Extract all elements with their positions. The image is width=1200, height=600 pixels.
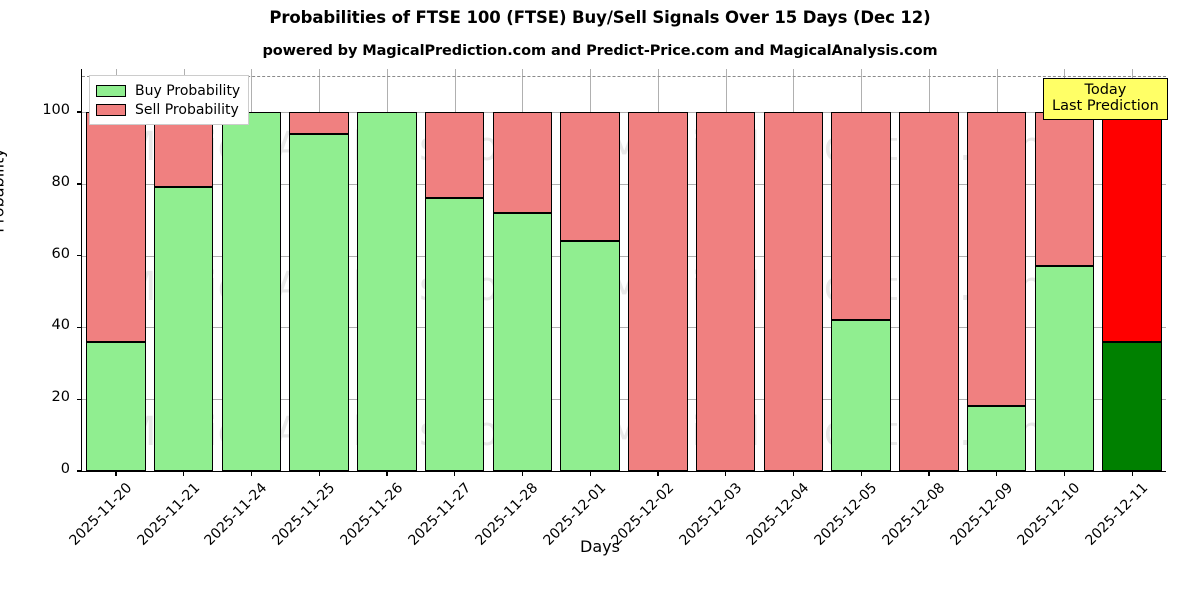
today-annotation-line2: Last Prediction — [1052, 98, 1159, 115]
bar-group[interactable] — [424, 69, 485, 471]
y-tick-label: 60 — [51, 245, 70, 262]
bar-segment-buy[interactable] — [289, 133, 349, 471]
plot-inner: MagicalAnalysis.comMagicalPrediction.com… — [82, 69, 1166, 471]
x-tick-mark — [454, 471, 456, 476]
bar-segment-sell[interactable] — [763, 112, 824, 471]
bar-segment-buy[interactable] — [1102, 341, 1162, 471]
legend-label-buy: Buy Probability — [135, 82, 241, 99]
y-tick-mark — [77, 398, 82, 400]
x-tick-mark — [792, 471, 795, 476]
chart-title: Probabilities of FTSE 100 (FTSE) Buy/Sel… — [269, 8, 931, 27]
bar-segment-sell[interactable] — [289, 112, 349, 134]
y-tick-mark — [77, 111, 82, 113]
bar-segment-sell[interactable] — [1034, 112, 1095, 267]
x-tick-mark — [1063, 471, 1066, 476]
bar-group[interactable] — [86, 69, 146, 471]
bar-segment-buy[interactable] — [221, 112, 282, 471]
bar-group[interactable] — [492, 69, 553, 471]
y-gridline — [82, 183, 1166, 185]
bar-segment-sell[interactable] — [695, 112, 756, 471]
x-tick-mark — [860, 471, 862, 476]
bar-segment-sell[interactable] — [966, 112, 1027, 407]
bar-group[interactable] — [357, 69, 417, 471]
today-annotation-line1: Today — [1084, 82, 1127, 98]
y-tick-mark — [77, 183, 82, 185]
bar-segment-buy[interactable] — [966, 406, 1027, 471]
bar-segment-buy[interactable] — [831, 320, 891, 471]
y-axis-title: Probability — [0, 148, 8, 233]
x-tick-mark — [928, 471, 930, 476]
y-gridline — [82, 112, 1166, 114]
legend-swatch-buy — [96, 84, 126, 97]
x-tick-mark — [657, 471, 659, 476]
legend-swatch-sell — [96, 103, 126, 116]
bar-segment-buy[interactable] — [560, 241, 620, 471]
bar-segment-buy[interactable] — [492, 212, 553, 471]
bar-segment-sell[interactable] — [86, 112, 146, 342]
plot-area: MagicalAnalysis.comMagicalPrediction.com… — [42, 69, 1166, 549]
legend-label-sell: Sell Probability — [135, 101, 239, 118]
bar-group[interactable] — [289, 69, 349, 471]
bar-segment-sell[interactable] — [1102, 112, 1162, 342]
x-tick-mark — [318, 471, 320, 476]
legend-item-buy: Buy Probability — [96, 81, 240, 100]
bar-group[interactable] — [628, 69, 688, 471]
bar-group[interactable] — [763, 69, 824, 471]
x-tick-mark — [386, 471, 388, 476]
x-tick-mark — [1131, 471, 1133, 476]
bar-segment-sell[interactable] — [899, 112, 959, 471]
x-tick-mark — [589, 471, 591, 476]
y-gridline — [82, 327, 1166, 329]
bar-segment-buy[interactable] — [424, 198, 485, 471]
x-tick-mark — [115, 471, 117, 476]
x-tick-mark — [521, 471, 524, 476]
y-tick-label: 100 — [42, 102, 70, 119]
x-tick-mark — [250, 471, 253, 476]
bar-group[interactable] — [1102, 69, 1162, 471]
y-tick-label: 20 — [51, 389, 70, 406]
x-axis-title: Days — [580, 537, 620, 556]
bar-group[interactable] — [221, 69, 282, 471]
today-annotation: Today Last Prediction — [1043, 78, 1168, 120]
bar-segment-buy[interactable] — [153, 187, 214, 471]
chart-legend: Buy Probability Sell Probability — [89, 75, 250, 125]
y-tick-label: 40 — [51, 317, 70, 334]
bar-segment-buy[interactable] — [1034, 266, 1095, 471]
x-tick-mark — [725, 471, 727, 476]
bar-segment-buy[interactable] — [86, 341, 146, 471]
bar-segment-sell[interactable] — [492, 112, 553, 213]
chart-subtitle: powered by MagicalPrediction.com and Pre… — [262, 43, 938, 59]
bar-group[interactable] — [560, 69, 620, 471]
y-tick-label: 0 — [60, 461, 70, 477]
bar-group[interactable] — [695, 69, 756, 471]
bar-segment-sell[interactable] — [628, 112, 688, 471]
y-tick-mark — [77, 326, 82, 329]
y-gridline — [82, 399, 1166, 401]
reference-line — [82, 76, 1166, 78]
bar-group[interactable] — [831, 69, 891, 471]
legend-item-sell: Sell Probability — [96, 100, 240, 119]
y-tick-mark — [77, 255, 82, 257]
bar-segment-sell[interactable] — [424, 112, 485, 199]
y-tick-label: 80 — [51, 173, 70, 190]
bar-group[interactable] — [153, 69, 214, 471]
y-gridline — [82, 255, 1166, 257]
bar-group[interactable] — [1034, 69, 1095, 471]
bar-segment-sell[interactable] — [560, 112, 620, 242]
bar-group[interactable] — [899, 69, 959, 471]
y-tick-mark — [77, 470, 82, 472]
bar-group[interactable] — [966, 69, 1027, 471]
x-tick-mark — [996, 471, 998, 476]
x-tick-mark — [183, 471, 185, 476]
bar-segment-sell[interactable] — [831, 112, 891, 321]
bar-segment-buy[interactable] — [357, 112, 417, 471]
